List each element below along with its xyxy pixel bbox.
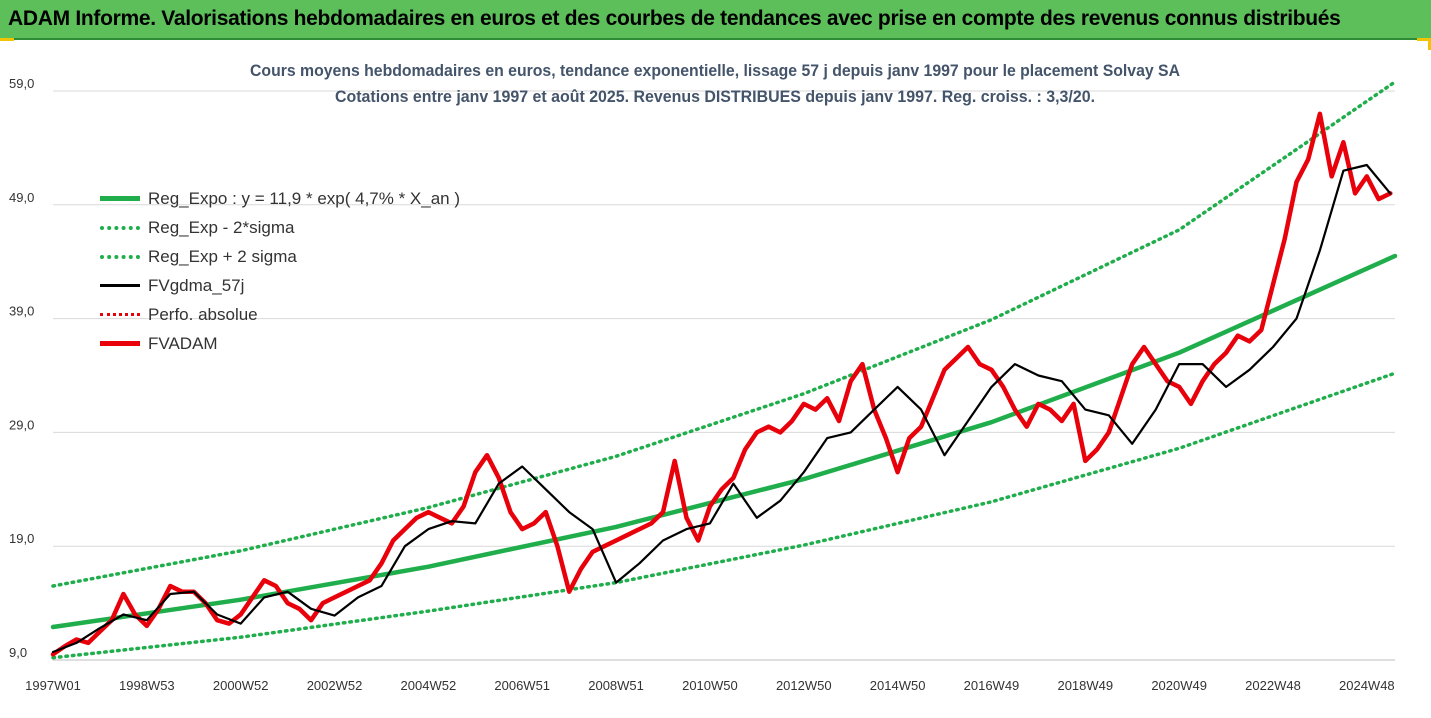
chart-area: 9,0 19,0 29,0 39,0 49,0 59,0 1997W01 1998W53 200…: [5, 44, 1426, 716]
series-line-fvadam: [50, 111, 1393, 657]
corner-marker-right-vertical: [1428, 38, 1431, 50]
x-tick-label: 2020W49: [1151, 678, 1207, 693]
legend-item-reg-expo: Reg_Expo : y = 11,9 * exp( 4,7% * X_an ): [100, 184, 460, 213]
legend-item-reg-exp-plus: Reg_Exp + 2 sigma: [100, 242, 460, 271]
y-tick-label: 19,0: [9, 531, 34, 546]
legend-swatch-fvgdma: [100, 284, 140, 287]
x-tick-label: 2002W52: [307, 678, 363, 693]
legend-item-fvadam: FVADAM: [100, 329, 460, 358]
legend-label-perfo-absolue: Perfo. absolue: [148, 304, 258, 324]
chart-title: Cours moyens hebdomadaires en euros, ten…: [250, 61, 1180, 80]
series-line-reg-exp-2-sigma: [51, 371, 1397, 660]
legend-label-reg-exp-minus: Reg_Exp - 2*sigma: [148, 217, 295, 237]
x-tick-label: 2008W51: [588, 678, 644, 693]
legend-label-fvadam: FVADAM: [148, 333, 218, 353]
chart-svg: 9,0 19,0 29,0 39,0 49,0 59,0 1997W01 1998W53 200…: [9, 61, 1398, 693]
report-banner: ADAM Informe. Valorisations hebdomadaire…: [0, 0, 1431, 40]
y-tick-label: 49,0: [9, 190, 34, 205]
x-tick-label: 2016W49: [964, 678, 1020, 693]
x-tick-label: 2010W50: [682, 678, 738, 693]
series-line-fvgdma-57j: [51, 163, 1392, 654]
legend-swatch-reg-exp-plus: [100, 254, 140, 259]
legend-swatch-reg-exp-minus: [100, 225, 140, 230]
legend-swatch-reg-expo: [100, 196, 140, 201]
series-line-reg-exp-2-sigma: [51, 80, 1397, 588]
x-tick-label: 2022W48: [1245, 678, 1301, 693]
legend-label-reg-expo: Reg_Expo : y = 11,9 * exp( 4,7% * X_an ): [148, 188, 461, 208]
legend-item-reg-exp-minus: Reg_Exp - 2*sigma: [100, 213, 460, 242]
x-tick-label: 2024W48: [1339, 678, 1395, 693]
x-tick-label: 2004W52: [401, 678, 457, 693]
y-tick-label: 59,0: [9, 76, 34, 91]
x-tick-label: 2018W49: [1057, 678, 1113, 693]
y-tick-label: 39,0: [9, 304, 34, 319]
x-tick-label: 1998W53: [119, 678, 175, 693]
legend-item-fvgdma: FVgdma_57j: [100, 271, 460, 300]
x-tick-label: 2012W50: [776, 678, 832, 693]
x-tick-label: 2014W50: [870, 678, 926, 693]
legend-swatch-perfo-absolue: [100, 313, 140, 316]
report-banner-title: ADAM Informe. Valorisations hebdomadaire…: [8, 7, 1341, 30]
legend-label-fvgdma: FVgdma_57j: [148, 275, 245, 295]
x-tick-label: 2000W52: [213, 678, 269, 693]
chart-legend: Reg_Expo : y = 11,9 * exp( 4,7% * X_an )…: [100, 184, 460, 358]
legend-label-reg-exp-plus: Reg_Exp + 2 sigma: [148, 246, 297, 266]
y-tick-label: 9,0: [9, 645, 27, 660]
x-tick-label: 2006W51: [494, 678, 550, 693]
x-tick-label: 1997W01: [25, 678, 81, 693]
corner-marker-left: [0, 38, 14, 41]
chart-subtitle: Cotations entre janv 1997 et août 2025. …: [335, 87, 1095, 106]
y-tick-label: 29,0: [9, 417, 34, 432]
legend-swatch-fvadam: [100, 341, 140, 346]
legend-item-perfo-absolue: Perfo. absolue: [100, 300, 460, 329]
corner-marker-right: [1417, 38, 1431, 41]
